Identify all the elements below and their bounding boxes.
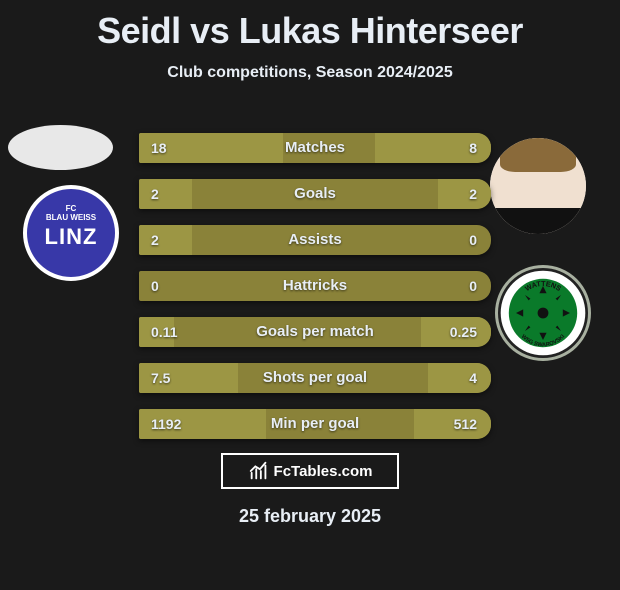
stat-value-right: 0.25	[450, 317, 477, 347]
stat-value-right: 8	[469, 133, 477, 163]
club-left-line2: BLAU WEISS	[27, 214, 115, 223]
stat-bar-right	[414, 409, 491, 439]
stat-value-right: 2	[469, 179, 477, 209]
stat-bar-right	[428, 363, 491, 393]
stat-label: Hattricks	[139, 271, 491, 301]
chart-icon	[248, 460, 270, 482]
date: 25 february 2025	[0, 506, 620, 527]
stat-value-right: 0	[469, 225, 477, 255]
stat-row: 22Goals	[139, 179, 491, 209]
stat-row: 2 0Assists	[139, 225, 491, 255]
stat-row: 0 0Hattricks	[139, 271, 491, 301]
stat-row: 7.54Shots per goal	[139, 363, 491, 393]
stat-value-left: 7.5	[151, 363, 170, 393]
stat-value-left: 1192	[151, 409, 181, 439]
stat-value-left: 18	[151, 133, 167, 163]
stat-row: 0.110.25Goals per match	[139, 317, 491, 347]
stat-value-left: 0	[151, 271, 159, 301]
stat-value-right: 0	[469, 271, 477, 301]
footer-label: FcTables.com	[274, 463, 373, 480]
club-left-line3: LINZ	[27, 225, 115, 249]
stat-value-left: 2	[151, 225, 159, 255]
stat-bar-left	[139, 225, 192, 255]
footer-logo: FcTables.com	[221, 453, 399, 489]
stat-bar-right	[438, 179, 491, 209]
stat-bars: 188Matches22Goals20Assists00Hattricks0.1…	[139, 133, 491, 455]
stat-row: 188Matches	[139, 133, 491, 163]
player-right-avatar	[490, 138, 586, 234]
stat-value-left: 2	[151, 179, 159, 209]
stat-value-right: 4	[469, 363, 477, 393]
page-title: Seidl vs Lukas Hinterseer	[0, 10, 620, 52]
stat-value-left: 0.11	[151, 317, 177, 347]
stat-value-right: 512	[454, 409, 477, 439]
club-left-badge: FC BLAU WEISS LINZ	[23, 185, 119, 281]
stat-label: Assists	[139, 225, 491, 255]
stat-bar-left	[139, 179, 192, 209]
stat-row: 1192512Min per goal	[139, 409, 491, 439]
club-right-badge: WATTENS WSG SWAROVSKI	[495, 265, 591, 361]
player-left-avatar	[8, 125, 113, 170]
subtitle: Club competitions, Season 2024/2025	[0, 64, 620, 82]
